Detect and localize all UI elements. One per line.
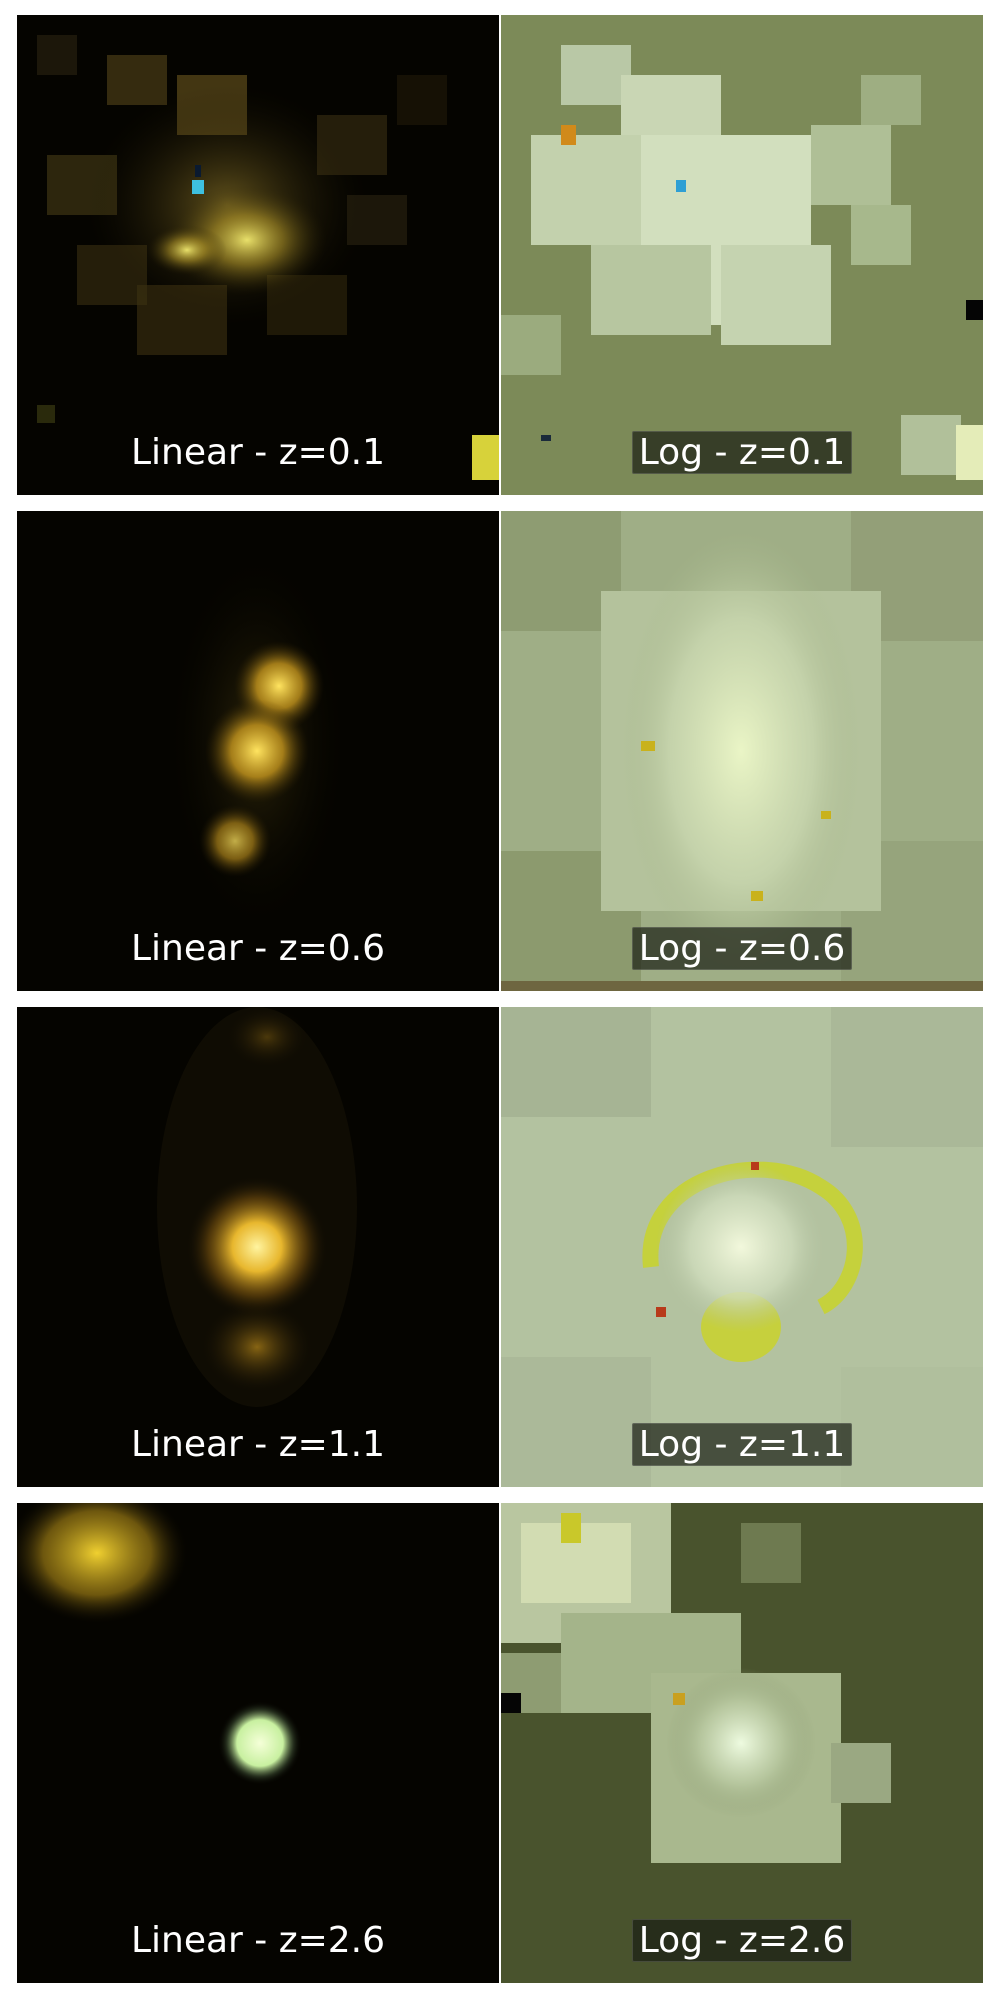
galaxy-image-linear-z0-6 bbox=[17, 511, 499, 991]
panel-label: Log - z=2.6 bbox=[501, 1919, 983, 1963]
panel-label: Linear - z=1.1 bbox=[130, 1424, 386, 1465]
panel-log-z0-1: Log - z=0.1 bbox=[501, 15, 983, 495]
panel-linear-z0-6: Linear - z=0.6 bbox=[17, 511, 499, 991]
panel-label: Linear - z=0.1 bbox=[130, 432, 386, 473]
galaxy-image-log-z2-6 bbox=[501, 1503, 983, 1983]
panel-linear-z1-1: Linear - z=1.1 bbox=[17, 1007, 499, 1487]
panel-label: Log - z=0.6 bbox=[501, 927, 983, 971]
galaxy-image-linear-z1-1 bbox=[17, 1007, 499, 1487]
panel-log-z1-1: Log - z=1.1 bbox=[501, 1007, 983, 1487]
galaxy-image-log-z0-6 bbox=[501, 511, 983, 991]
galaxy-image-log-z1-1 bbox=[501, 1007, 983, 1487]
panel-label: Linear - z=2.6 bbox=[130, 1920, 386, 1961]
panel-label: Log - z=1.1 bbox=[501, 1423, 983, 1467]
galaxy-image-linear-z2-6 bbox=[17, 1503, 499, 1983]
galaxy-image-linear-z0-1 bbox=[17, 15, 499, 495]
galaxy-image-log-z0-1 bbox=[501, 15, 983, 495]
panel-linear-z0-1: Linear - z=0.1 bbox=[17, 15, 499, 495]
panel-label: Log - z=0.1 bbox=[501, 431, 983, 475]
panel-log-z2-6: Log - z=2.6 bbox=[501, 1503, 983, 1983]
panel-linear-z2-6: Linear - z=2.6 bbox=[17, 1503, 499, 1983]
panel-log-z0-6: Log - z=0.6 bbox=[501, 511, 983, 991]
panel-label: Linear - z=0.6 bbox=[130, 928, 386, 969]
